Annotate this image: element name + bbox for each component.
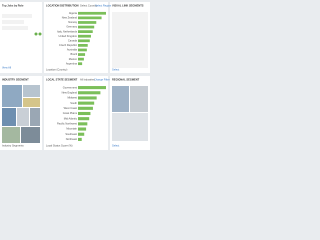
link[interactable]: Select [112,68,119,72]
bar-label: Canada [68,38,78,42]
bar [78,34,91,38]
footer: Industry Segments [2,144,24,148]
tile [23,98,40,107]
panel-title: LOCATION DISTRIBUTION [46,4,79,8]
bar [78,53,86,56]
icon [38,32,42,36]
bar-label: Australia [67,48,78,52]
bar-label: West Coast [64,106,78,110]
dashboard: Top Jobs by Role View All LOCATION DISTR… [0,2,150,150]
bar [78,62,83,66]
tile [2,108,16,126]
bar-label: Great Plains [63,111,78,115]
tile [23,85,40,97]
bar-label: Germany [66,25,77,29]
bar [78,91,101,95]
bar-label: Mexico [69,57,78,61]
bar [78,127,87,131]
link[interactable]: Select Region [95,4,112,8]
footer: Local Status Score (%) [46,144,73,148]
bar [78,111,91,116]
bar [78,117,90,121]
link[interactable]: Change Filter [94,78,110,82]
tile [2,127,20,143]
bar [78,25,95,29]
bar-label: Brazil [71,52,78,56]
filter[interactable]: All Industries [80,78,96,82]
panel-title: INDUSTRY SEGMENT [2,78,29,82]
bar [78,39,90,43]
bar-label: Czech Republic [59,43,78,47]
tile [21,127,40,143]
bar [78,57,84,61]
bar-label: Pacific Northwest [57,122,77,126]
filter[interactable]: Select Country [80,4,98,8]
bar [78,11,106,15]
bar [78,21,97,24]
bar [78,132,85,136]
bar [78,16,102,20]
bar [78,86,106,90]
bar-label: Southeast [65,132,77,136]
panel-title: VISUAL LINK SEGMENTS [112,4,144,8]
bar-label: Algeria [69,11,78,15]
bar-label: Northeast [66,137,78,141]
bar-label: Mountain [66,127,77,131]
bar-label: United Kingdom [59,34,77,38]
panel-title: Top Jobs by Role [2,4,24,8]
bar-label: New England [62,90,78,94]
tile [30,108,40,126]
row [2,26,28,30]
panel [0,2,42,73]
bar-label: New Zealand [62,16,78,20]
bar-label: Government [63,85,78,89]
bar-label: Mid Atlantic [64,116,78,120]
bar [78,106,93,110]
panel-title: REGIONAL SEGMENT [112,78,140,82]
tile [112,113,148,141]
tile [112,86,129,112]
bar-label: Midwest [67,96,77,100]
bar [78,122,88,126]
bar [78,48,87,52]
link[interactable]: Select [112,144,119,148]
list [112,12,148,68]
tile [130,86,148,112]
bar [78,96,97,100]
footer: Location (Country) [46,68,67,72]
row [2,14,32,18]
bar-label: South [70,101,77,105]
panel-title: LOCAL STATE SEGMENT [46,78,78,82]
bar [78,101,95,105]
tile [2,85,22,107]
bar-label: Argentina [66,61,78,65]
bar [78,44,88,47]
icon [34,32,38,36]
tile [17,108,29,126]
bar-label: Norway [68,20,77,24]
link[interactable]: View All [2,66,11,70]
bar-label: Italy, Netherlands [57,29,78,33]
bar [78,137,82,141]
row [2,20,24,24]
bar [78,30,93,33]
